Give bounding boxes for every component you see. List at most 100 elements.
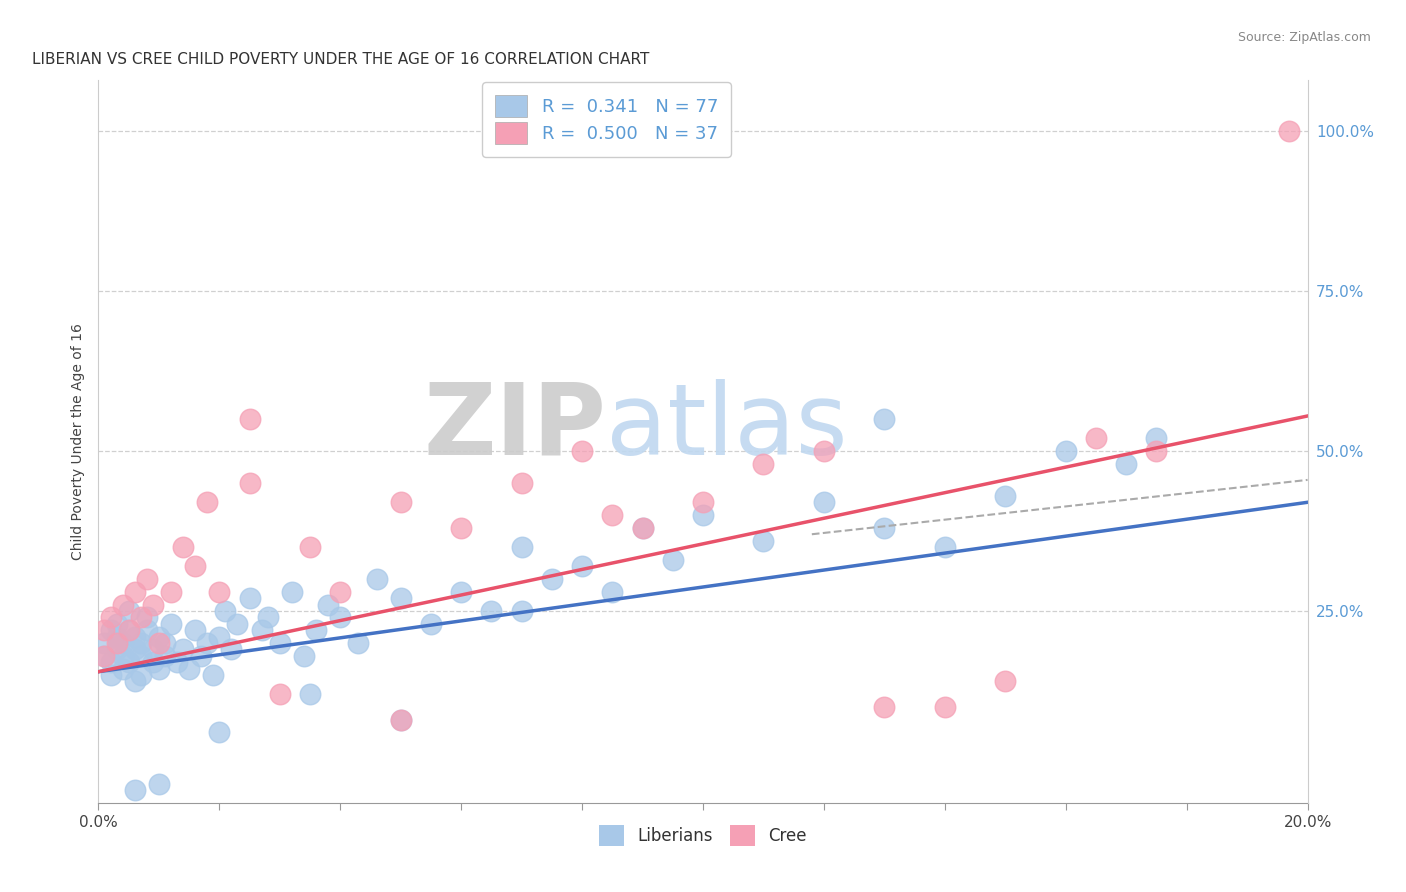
Point <box>540 572 562 586</box>
Point <box>208 725 231 739</box>
Point <box>111 598 134 612</box>
Point <box>631 521 654 535</box>
Point <box>250 623 273 637</box>
Point <box>221 642 243 657</box>
Point <box>208 584 231 599</box>
Point <box>994 674 1017 689</box>
Point <box>124 630 146 644</box>
Point <box>602 508 624 522</box>
Point <box>329 610 352 624</box>
Point <box>153 636 176 650</box>
Point <box>631 521 654 535</box>
Point <box>1115 457 1137 471</box>
Point <box>142 598 165 612</box>
Text: atlas: atlas <box>606 378 848 475</box>
Point <box>148 630 170 644</box>
Point <box>226 616 249 631</box>
Point <box>111 648 134 663</box>
Text: ZIP: ZIP <box>423 378 606 475</box>
Point <box>239 476 262 491</box>
Point <box>105 616 128 631</box>
Point <box>111 636 134 650</box>
Point <box>148 776 170 790</box>
Point <box>1054 444 1077 458</box>
Point <box>124 674 146 689</box>
Point <box>135 623 157 637</box>
Point <box>571 444 593 458</box>
Legend: Liberians, Cree: Liberians, Cree <box>593 819 813 852</box>
Point <box>813 444 835 458</box>
Point <box>1144 431 1167 445</box>
Point <box>299 687 322 701</box>
Point <box>873 412 896 426</box>
Point <box>105 630 128 644</box>
Point <box>994 489 1017 503</box>
Point <box>202 668 225 682</box>
Point <box>166 655 188 669</box>
Point <box>160 584 183 599</box>
Point <box>256 610 278 624</box>
Point <box>239 591 262 606</box>
Point <box>172 540 194 554</box>
Point <box>316 598 339 612</box>
Point <box>661 553 683 567</box>
Point <box>100 668 122 682</box>
Text: LIBERIAN VS CREE CHILD POVERTY UNDER THE AGE OF 16 CORRELATION CHART: LIBERIAN VS CREE CHILD POVERTY UNDER THE… <box>32 52 650 67</box>
Point <box>602 584 624 599</box>
Point <box>366 572 388 586</box>
Point <box>873 699 896 714</box>
Point <box>195 636 218 650</box>
Point <box>1085 431 1108 445</box>
Point <box>142 642 165 657</box>
Point <box>934 540 956 554</box>
Point <box>281 584 304 599</box>
Point <box>752 533 775 548</box>
Point <box>450 521 472 535</box>
Point <box>100 610 122 624</box>
Point <box>160 616 183 631</box>
Point <box>510 476 533 491</box>
Point <box>93 648 115 663</box>
Point <box>389 713 412 727</box>
Point <box>347 636 370 650</box>
Point <box>111 661 134 675</box>
Point <box>305 623 328 637</box>
Point <box>481 604 503 618</box>
Point <box>148 636 170 650</box>
Point <box>692 508 714 522</box>
Point <box>118 604 141 618</box>
Point <box>118 623 141 637</box>
Point <box>389 713 412 727</box>
Point <box>329 584 352 599</box>
Point <box>105 636 128 650</box>
Point <box>93 636 115 650</box>
Point <box>93 623 115 637</box>
Point <box>184 623 207 637</box>
Point <box>1144 444 1167 458</box>
Point <box>389 495 412 509</box>
Point <box>118 655 141 669</box>
Point <box>148 661 170 675</box>
Point <box>389 591 412 606</box>
Y-axis label: Child Poverty Under the Age of 16: Child Poverty Under the Age of 16 <box>70 323 84 560</box>
Point <box>135 610 157 624</box>
Point <box>450 584 472 599</box>
Point <box>153 648 176 663</box>
Point <box>571 559 593 574</box>
Point <box>510 604 533 618</box>
Point <box>129 668 152 682</box>
Point <box>752 457 775 471</box>
Point <box>510 540 533 554</box>
Point <box>93 648 115 663</box>
Text: Source: ZipAtlas.com: Source: ZipAtlas.com <box>1237 31 1371 45</box>
Point <box>100 623 122 637</box>
Point <box>142 655 165 669</box>
Point <box>184 559 207 574</box>
Point <box>190 648 212 663</box>
Point <box>420 616 443 631</box>
Point <box>100 655 122 669</box>
Point <box>934 699 956 714</box>
Point <box>1278 124 1301 138</box>
Point <box>105 642 128 657</box>
Point <box>214 604 236 618</box>
